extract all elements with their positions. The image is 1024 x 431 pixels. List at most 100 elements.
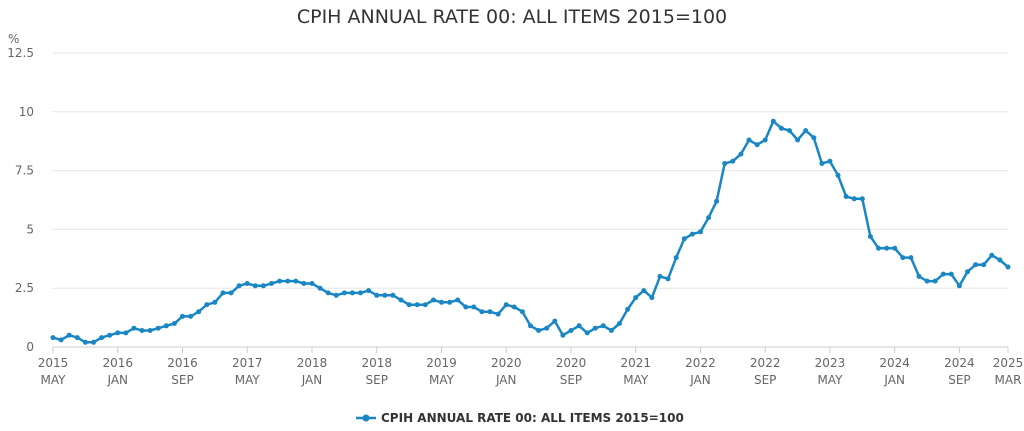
data-point[interactable] bbox=[147, 328, 153, 333]
data-point[interactable] bbox=[398, 297, 404, 303]
data-point[interactable] bbox=[503, 302, 509, 308]
data-point[interactable] bbox=[74, 335, 80, 341]
data-point[interactable] bbox=[835, 172, 841, 178]
data-point[interactable] bbox=[867, 234, 873, 239]
legend[interactable]: CPIH ANNUAL RATE 00: ALL ITEMS 2015=100 bbox=[356, 411, 684, 425]
data-point[interactable] bbox=[997, 257, 1003, 263]
data-point[interactable] bbox=[956, 283, 962, 289]
data-point[interactable] bbox=[269, 281, 274, 286]
data-point[interactable] bbox=[479, 309, 485, 315]
data-point[interactable] bbox=[948, 271, 954, 277]
data-point[interactable] bbox=[892, 245, 898, 251]
data-point[interactable] bbox=[50, 335, 56, 341]
data-point[interactable] bbox=[471, 304, 477, 310]
data-point[interactable] bbox=[341, 290, 347, 296]
data-point[interactable] bbox=[252, 283, 258, 289]
data-point[interactable] bbox=[212, 299, 218, 305]
data-point[interactable] bbox=[811, 135, 817, 141]
data-point[interactable] bbox=[552, 318, 558, 324]
data-point[interactable] bbox=[908, 255, 914, 261]
data-point[interactable] bbox=[358, 290, 363, 296]
data-point[interactable] bbox=[204, 302, 210, 308]
data-point[interactable] bbox=[795, 137, 801, 143]
data-point[interactable] bbox=[633, 295, 639, 301]
data-point[interactable] bbox=[706, 215, 712, 221]
data-point[interactable] bbox=[495, 311, 501, 317]
data-point[interactable] bbox=[66, 332, 72, 338]
data-point[interactable] bbox=[277, 278, 283, 284]
data-point[interactable] bbox=[859, 196, 865, 202]
data-point[interactable] bbox=[770, 118, 776, 124]
data-point[interactable] bbox=[236, 283, 242, 289]
data-point[interactable] bbox=[536, 328, 542, 333]
data-point[interactable] bbox=[698, 229, 703, 235]
data-point[interactable] bbox=[382, 292, 388, 298]
data-point[interactable] bbox=[876, 245, 881, 251]
data-point[interactable] bbox=[851, 196, 857, 202]
data-point[interactable] bbox=[617, 321, 622, 326]
data-point[interactable] bbox=[317, 285, 323, 291]
data-point[interactable] bbox=[900, 255, 906, 261]
data-point[interactable] bbox=[600, 323, 606, 329]
data-point[interactable] bbox=[107, 332, 113, 338]
data-point[interactable] bbox=[689, 231, 695, 237]
data-point[interactable] bbox=[131, 325, 137, 331]
data-point[interactable] bbox=[965, 269, 970, 275]
data-point[interactable] bbox=[730, 158, 736, 164]
data-point[interactable] bbox=[568, 328, 574, 333]
data-point[interactable] bbox=[228, 290, 234, 296]
data-point[interactable] bbox=[390, 292, 396, 298]
data-point[interactable] bbox=[115, 330, 121, 336]
data-point[interactable] bbox=[260, 283, 266, 289]
data-point[interactable] bbox=[447, 299, 453, 305]
data-point[interactable] bbox=[220, 290, 226, 296]
data-point[interactable] bbox=[58, 337, 64, 343]
data-point[interactable] bbox=[244, 281, 250, 286]
data-point[interactable] bbox=[333, 292, 339, 298]
data-point[interactable] bbox=[422, 302, 428, 308]
data-point[interactable] bbox=[349, 290, 355, 296]
data-point[interactable] bbox=[163, 323, 169, 329]
data-point[interactable] bbox=[738, 151, 744, 157]
data-point[interactable] bbox=[924, 278, 930, 284]
data-point[interactable] bbox=[989, 252, 995, 258]
data-point[interactable] bbox=[827, 158, 833, 164]
data-point[interactable] bbox=[544, 325, 550, 331]
data-point[interactable] bbox=[1005, 264, 1011, 270]
data-point[interactable] bbox=[884, 245, 890, 251]
data-point[interactable] bbox=[301, 281, 307, 286]
data-point[interactable] bbox=[787, 128, 792, 134]
data-point[interactable] bbox=[746, 137, 752, 143]
data-point[interactable] bbox=[463, 304, 469, 310]
data-point[interactable] bbox=[665, 276, 671, 282]
data-point[interactable] bbox=[819, 161, 825, 166]
data-point[interactable] bbox=[649, 295, 655, 301]
data-point[interactable] bbox=[155, 325, 161, 331]
data-point[interactable] bbox=[366, 288, 372, 294]
data-point[interactable] bbox=[406, 302, 412, 308]
data-point[interactable] bbox=[188, 313, 194, 319]
data-point[interactable] bbox=[722, 161, 728, 166]
data-point[interactable] bbox=[608, 328, 614, 333]
data-point[interactable] bbox=[82, 339, 88, 345]
data-point[interactable] bbox=[196, 309, 202, 315]
data-point[interactable] bbox=[673, 255, 679, 261]
data-point[interactable] bbox=[681, 236, 687, 242]
data-point[interactable] bbox=[528, 323, 533, 329]
data-point[interactable] bbox=[584, 330, 590, 336]
data-point[interactable] bbox=[843, 194, 849, 199]
data-point[interactable] bbox=[99, 335, 105, 341]
data-point[interactable] bbox=[293, 278, 299, 284]
data-point[interactable] bbox=[487, 309, 493, 315]
data-point[interactable] bbox=[576, 323, 582, 329]
data-point[interactable] bbox=[430, 297, 436, 303]
data-point[interactable] bbox=[519, 309, 525, 315]
data-point[interactable] bbox=[803, 128, 809, 134]
data-point[interactable] bbox=[171, 321, 177, 326]
data-point[interactable] bbox=[981, 262, 987, 268]
data-point[interactable] bbox=[560, 332, 566, 338]
data-point[interactable] bbox=[778, 125, 784, 131]
data-point[interactable] bbox=[714, 198, 720, 204]
data-point[interactable] bbox=[374, 292, 380, 298]
data-point[interactable] bbox=[940, 271, 946, 277]
